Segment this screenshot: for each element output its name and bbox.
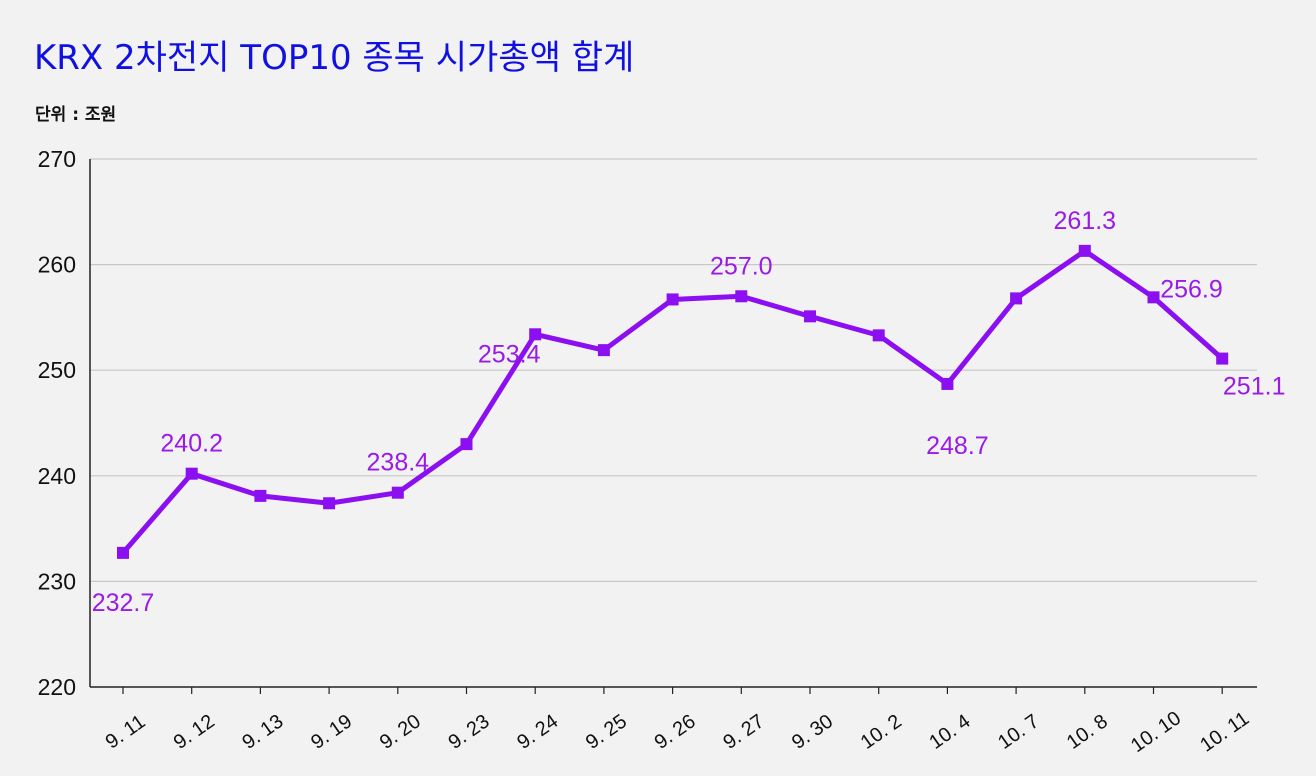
y-tick-label: 230 (38, 568, 76, 594)
axes (89, 159, 1257, 688)
y-tick-label: 270 (38, 146, 76, 172)
x-tick-label: 10. 4 (925, 710, 974, 754)
data-point (872, 329, 885, 342)
x-tick-label: 9. 20 (376, 710, 425, 754)
data-point (941, 377, 954, 390)
y-tick-label: 220 (38, 674, 76, 700)
x-tick-label: 10. 11 (1196, 708, 1253, 757)
data-labels: 232.7 240.2 238.4 253.4 257.0 248.7 261.3 256.9… (92, 207, 1286, 617)
data-point (323, 497, 336, 510)
chart-title: KRX 2차전지 TOP10 종목 시가총액 합계 (34, 38, 635, 78)
x-tick-label: 9. 30 (788, 710, 837, 754)
x-tick-label: 9. 24 (513, 710, 562, 754)
data-label: 240.2 (160, 430, 223, 458)
series-line (117, 244, 1229, 559)
x-tick-label: 10. 2 (857, 710, 906, 754)
data-point (185, 467, 198, 480)
data-label: 238.4 (367, 449, 430, 477)
y-tick-label: 250 (38, 357, 76, 383)
data-point (597, 344, 610, 357)
y-tick-label: 240 (38, 463, 76, 489)
y-tick-label: 260 (38, 252, 76, 278)
data-label: 257.0 (710, 252, 773, 280)
y-axis-ticks: 220 230 240 250 260 270 (38, 146, 76, 700)
data-point (460, 438, 473, 451)
x-tick-label: 10. 7 (994, 710, 1043, 754)
x-tick-label: 9. 11 (102, 711, 150, 754)
data-label: 251.1 (1223, 373, 1286, 401)
x-axis-ticks: 9. 11 9. 12 9. 13 9. 19 9. 20 9. 23 9. 24 9. 25… (102, 687, 1253, 757)
x-tick-label: 10. 10 (1127, 707, 1185, 757)
x-tick-label: 9. 26 (651, 710, 700, 754)
x-tick-label: 9. 23 (445, 710, 494, 754)
data-point (391, 486, 404, 499)
data-label: 232.7 (92, 589, 155, 617)
data-point (1078, 244, 1091, 257)
data-point (666, 293, 679, 306)
unit-label: 단위 : 조원 (35, 105, 117, 125)
data-label: 253.4 (478, 340, 541, 368)
x-tick-label: 9. 19 (307, 710, 356, 754)
data-point (735, 290, 748, 303)
data-point (1216, 352, 1229, 365)
x-tick-label: 9. 13 (238, 710, 287, 754)
x-tick-label: 9. 27 (719, 710, 768, 754)
data-label: 256.9 (1160, 275, 1223, 303)
data-point (1010, 292, 1023, 305)
data-point (1147, 291, 1160, 304)
x-tick-label: 9. 25 (582, 710, 631, 754)
data-point (529, 328, 542, 341)
data-label: 261.3 (1054, 207, 1117, 235)
data-point (804, 310, 816, 323)
data-point (254, 489, 267, 502)
x-tick-label: 9. 12 (170, 710, 219, 754)
data-point (117, 546, 129, 559)
data-label: 248.7 (926, 432, 989, 460)
x-tick-label: 10. 8 (1063, 710, 1112, 754)
